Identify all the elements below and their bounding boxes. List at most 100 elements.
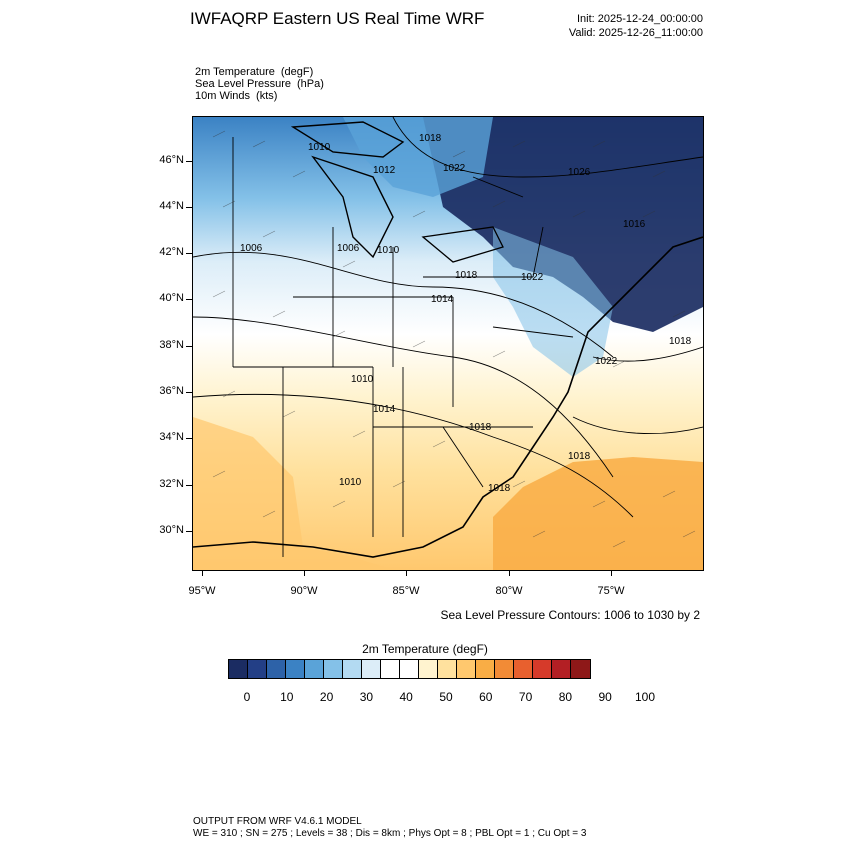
warm-gulf-region <box>193 417 393 570</box>
lat-label: 46°N <box>159 154 184 166</box>
colorbar-swatch <box>457 660 476 678</box>
colorbar-swatch <box>476 660 495 678</box>
lon-tick <box>406 570 407 576</box>
field-list: 2m Temperature (degF) Sea Level Pressure(… <box>195 66 324 102</box>
colorbar-tick-label: 40 <box>399 690 413 704</box>
field-name: Sea Level Pressure <box>195 78 291 90</box>
field-unit: (hPa) <box>297 78 324 90</box>
wind-barbs <box>212 130 696 548</box>
colorbar-swatch <box>514 660 533 678</box>
lon-tick <box>304 570 305 576</box>
colorbar-swatch <box>419 660 438 678</box>
contour-label: 1010 <box>377 245 400 256</box>
lat-tick <box>186 438 192 439</box>
contour-label: 1022 <box>595 356 618 367</box>
lat-tick <box>186 299 192 300</box>
contour-label: 1010 <box>308 142 331 153</box>
colorbar-swatch <box>381 660 400 678</box>
colorbar-swatch <box>362 660 381 678</box>
contour-label: 1018 <box>469 422 492 433</box>
contour-label: 1018 <box>455 270 478 281</box>
time-info: Init: 2025-12-24_00:00:00 Valid: 2025-12… <box>569 12 703 40</box>
lat-label: 40°N <box>159 292 184 304</box>
contour-label: 1018 <box>419 133 442 144</box>
colorbar-swatch <box>571 660 590 678</box>
lat-tick <box>186 207 192 208</box>
colorbar-swatch <box>324 660 343 678</box>
contour-label: 1012 <box>373 165 396 176</box>
lon-label: 80°W <box>495 585 523 597</box>
lon-label: 75°W <box>597 585 625 597</box>
lat-tick <box>186 392 192 393</box>
colorbar-swatch <box>533 660 552 678</box>
colorbar-swatch <box>552 660 571 678</box>
colorbar-tick-label: 30 <box>359 690 374 704</box>
colorbar-tick-label: 0 <box>243 690 251 704</box>
contour-label: 1006 <box>240 243 263 254</box>
field-item: 10m Winds (kts) <box>195 90 324 102</box>
colorbar-tick-label: 100 <box>634 690 656 704</box>
contour-label: 1026 <box>568 167 591 178</box>
lat-tick <box>186 253 192 254</box>
lon-label: 95°W <box>188 585 216 597</box>
colorbar-swatch <box>400 660 419 678</box>
chart-title: IWFAQRP Eastern US Real Time WRF <box>190 9 485 28</box>
contour-label: 1010 <box>339 477 362 488</box>
field-name: 10m Winds <box>195 90 251 102</box>
great-lakes-cool-region <box>343 117 493 197</box>
colorbar-swatch <box>286 660 305 678</box>
lat-label: 44°N <box>159 200 184 212</box>
lat-label: 34°N <box>159 431 184 443</box>
lon-tick <box>611 570 612 576</box>
field-item: 2m Temperature (degF) <box>195 66 324 78</box>
lon-label: 90°W <box>290 585 318 597</box>
map-canvas: 1010 1018 1022 1012 1026 1006 1006 1010 … <box>193 117 703 570</box>
colorbar-title: 2m Temperature (degF) <box>362 642 488 656</box>
contour-label: 1018 <box>669 336 692 347</box>
init-time: Init: 2025-12-24_00:00:00 <box>577 13 703 25</box>
colorbar-tick-label: 60 <box>479 690 493 704</box>
field-unit: (kts) <box>256 90 278 102</box>
footer-line: WE = 310 ; SN = 275 ; Levels = 38 ; Dis … <box>193 828 587 839</box>
model-footer: OUTPUT FROM WRF V4.6.1 MODEL WE = 310 ; … <box>193 816 586 840</box>
colorbar-swatch <box>495 660 514 678</box>
colorbar-tick-label: 20 <box>319 690 334 704</box>
colorbar-swatch <box>248 660 267 678</box>
contour-label: 1022 <box>521 272 544 283</box>
lat-tick <box>186 346 192 347</box>
contour-label: 1016 <box>623 219 646 230</box>
valid-time: Valid: 2025-12-26_11:00:00 <box>568 27 703 39</box>
colorbar-tick-label: 80 <box>558 690 573 704</box>
lat-tick <box>186 531 192 532</box>
pressure-contours <box>193 117 703 518</box>
lat-tick <box>186 161 192 162</box>
lon-tick <box>202 570 203 576</box>
map-panel: 1010 1018 1022 1012 1026 1006 1006 1010 … <box>192 116 704 571</box>
field-item: Sea Level Pressure (hPa) <box>195 78 324 90</box>
lat-tick <box>186 485 192 486</box>
colorbar <box>228 659 591 679</box>
lon-tick <box>509 570 510 576</box>
cold-air-region <box>423 117 703 332</box>
warm-atlantic-region <box>493 457 703 570</box>
lake-michigan <box>311 155 394 259</box>
colorbar-swatch <box>267 660 286 678</box>
colorbar-tick-label: 90 <box>598 690 612 704</box>
contour-label: 1018 <box>568 451 591 462</box>
colorbar-tick-label: 50 <box>439 690 453 704</box>
contour-label: 1014 <box>431 294 454 305</box>
lat-label: 38°N <box>159 339 184 351</box>
contour-label-group: 1010 1018 1022 1012 1026 1006 1006 1010 … <box>240 133 692 494</box>
contour-label: 1014 <box>373 404 396 415</box>
footer-line: OUTPUT FROM WRF V4.6.1 MODEL <box>193 816 362 827</box>
lake-superior <box>290 121 405 158</box>
coastline <box>193 236 703 558</box>
lat-label: 36°N <box>159 385 184 397</box>
colorbar-swatch <box>305 660 324 678</box>
lon-label: 85°W <box>392 585 420 597</box>
contour-label: 1010 <box>351 374 374 385</box>
colorbar-swatch <box>343 660 362 678</box>
appalachian-cool-region <box>493 227 613 377</box>
field-unit: (degF) <box>280 66 314 78</box>
contour-label: 1006 <box>337 243 360 254</box>
